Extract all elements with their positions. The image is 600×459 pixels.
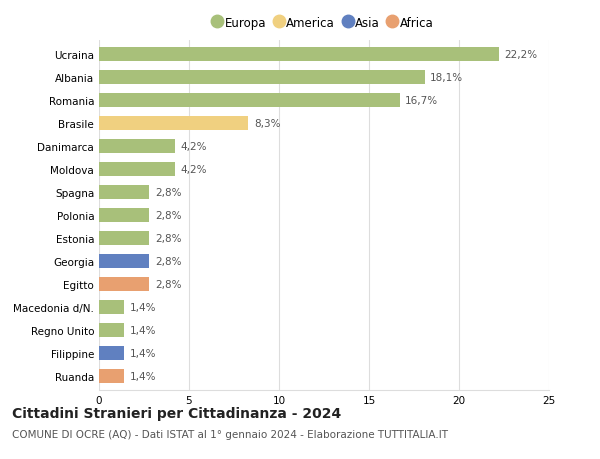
Text: 8,3%: 8,3% bbox=[254, 119, 280, 129]
Bar bbox=[99, 94, 400, 108]
Bar bbox=[99, 48, 499, 62]
Text: 4,2%: 4,2% bbox=[180, 142, 206, 152]
Text: 2,8%: 2,8% bbox=[155, 280, 181, 290]
Bar bbox=[99, 278, 149, 291]
Bar bbox=[99, 255, 149, 269]
Text: Cittadini Stranieri per Cittadinanza - 2024: Cittadini Stranieri per Cittadinanza - 2… bbox=[12, 406, 341, 420]
Text: 2,8%: 2,8% bbox=[155, 234, 181, 244]
Text: 1,4%: 1,4% bbox=[130, 371, 156, 381]
Bar bbox=[99, 71, 425, 85]
Bar bbox=[99, 324, 124, 337]
Text: 1,4%: 1,4% bbox=[130, 302, 156, 313]
Text: 22,2%: 22,2% bbox=[504, 50, 537, 60]
Text: 1,4%: 1,4% bbox=[130, 348, 156, 358]
Text: 16,7%: 16,7% bbox=[405, 96, 438, 106]
Bar bbox=[99, 186, 149, 200]
Bar bbox=[99, 347, 124, 360]
Bar bbox=[99, 209, 149, 223]
Legend: Europa, America, Asia, Africa: Europa, America, Asia, Africa bbox=[212, 14, 436, 32]
Text: 1,4%: 1,4% bbox=[130, 325, 156, 336]
Bar bbox=[99, 301, 124, 314]
Bar bbox=[99, 163, 175, 177]
Text: 4,2%: 4,2% bbox=[180, 165, 206, 175]
Bar bbox=[99, 369, 124, 383]
Text: 2,8%: 2,8% bbox=[155, 211, 181, 221]
Text: COMUNE DI OCRE (AQ) - Dati ISTAT al 1° gennaio 2024 - Elaborazione TUTTITALIA.IT: COMUNE DI OCRE (AQ) - Dati ISTAT al 1° g… bbox=[12, 429, 448, 439]
Bar bbox=[99, 140, 175, 154]
Bar bbox=[99, 232, 149, 246]
Bar bbox=[99, 117, 248, 131]
Text: 18,1%: 18,1% bbox=[430, 73, 463, 83]
Text: 2,8%: 2,8% bbox=[155, 257, 181, 267]
Text: 2,8%: 2,8% bbox=[155, 188, 181, 198]
